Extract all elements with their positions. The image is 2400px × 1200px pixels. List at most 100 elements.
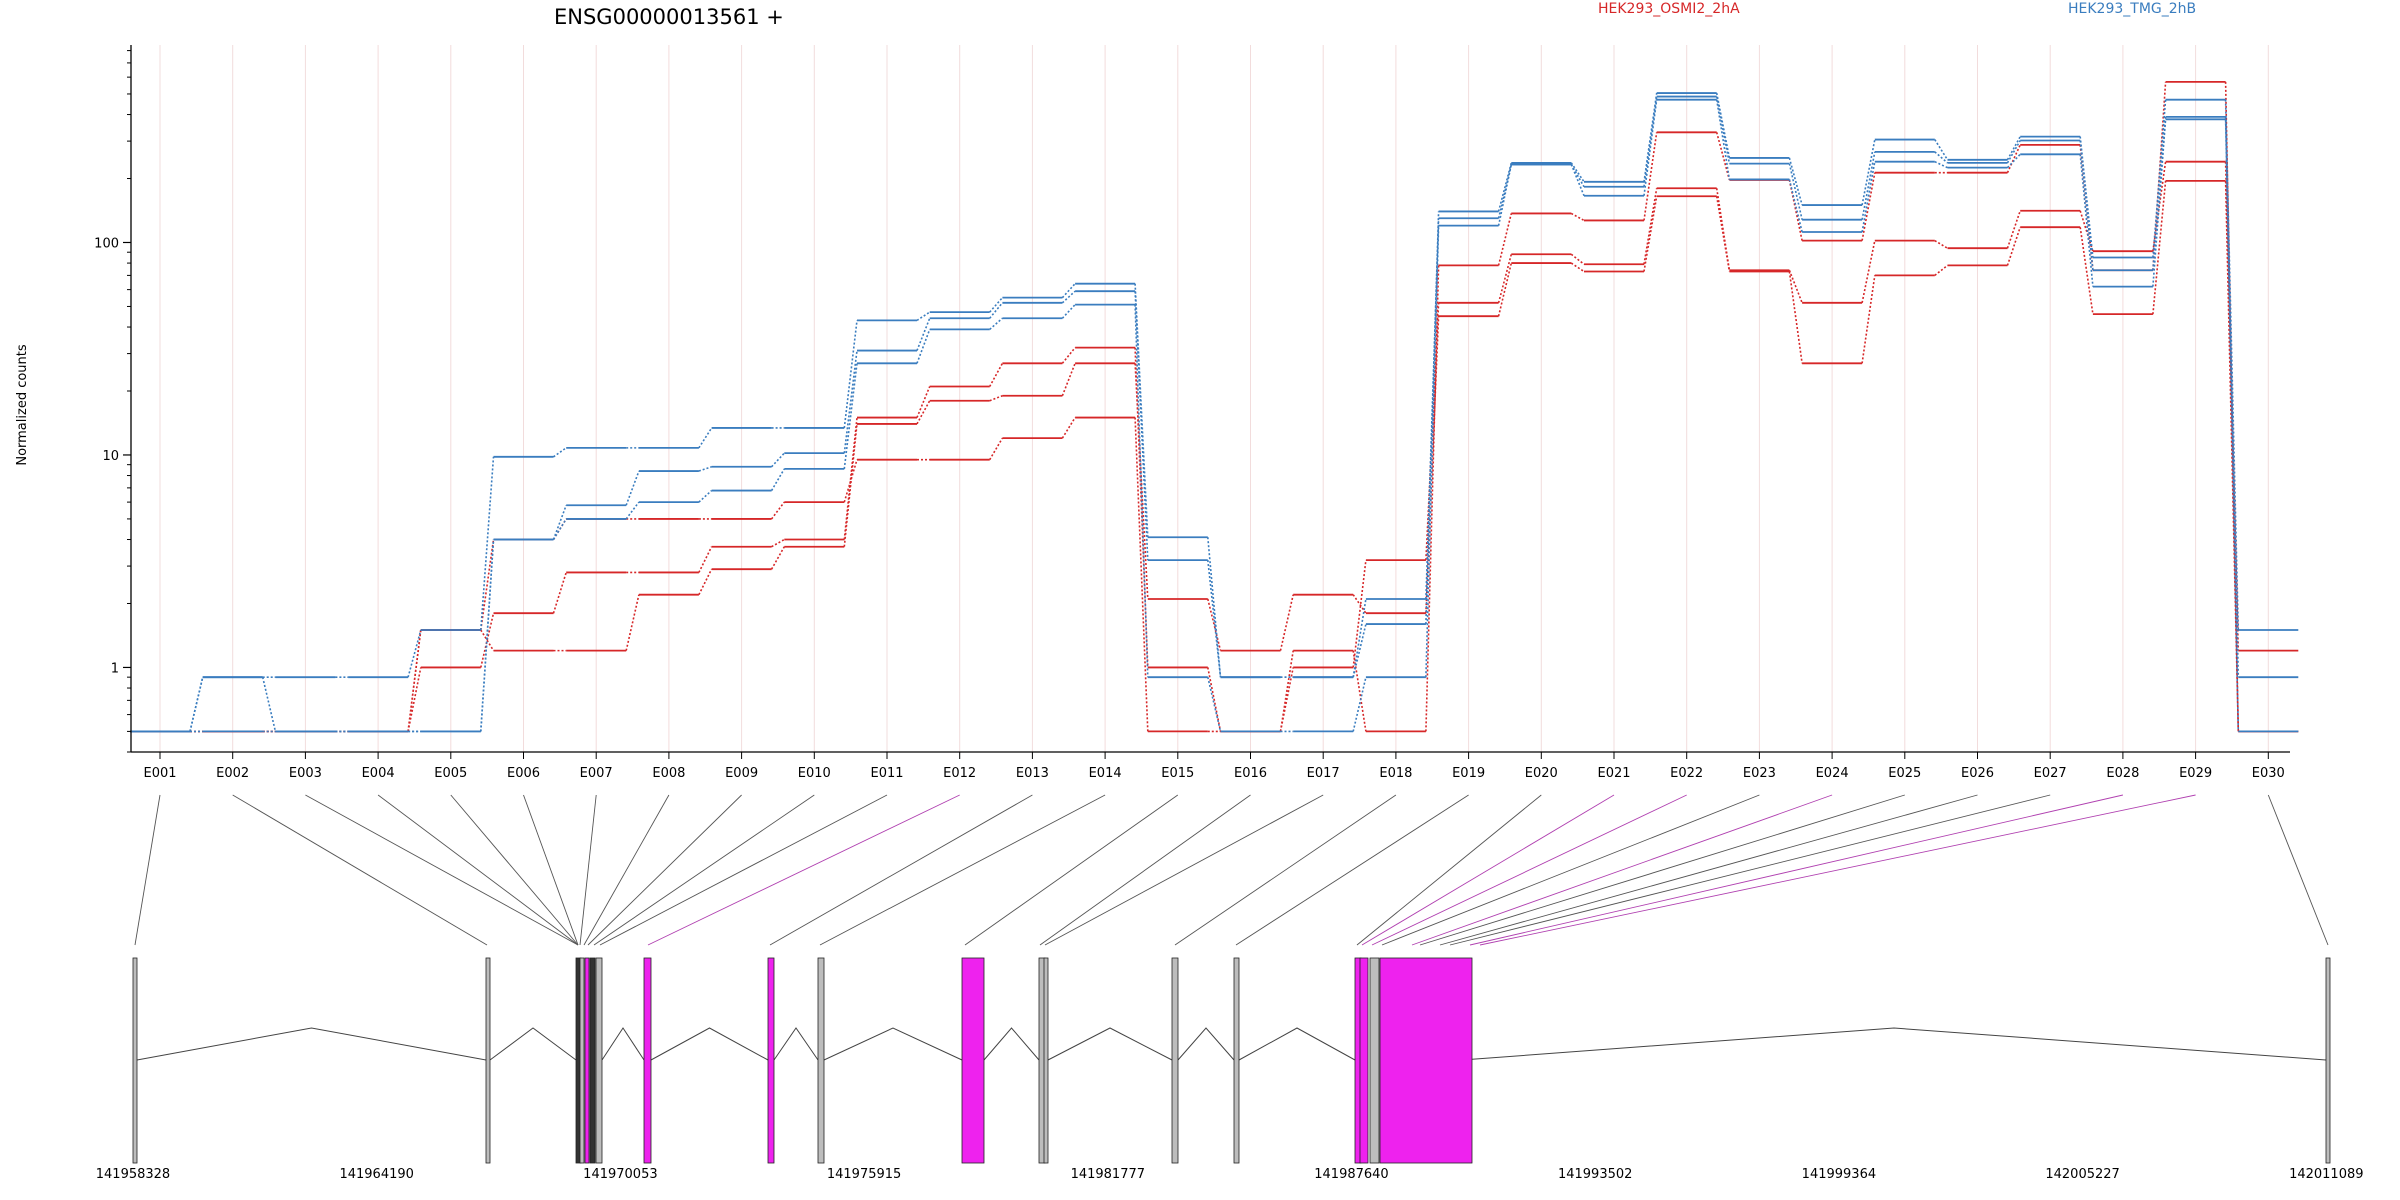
bin-exon-connector [1044,794,1324,946]
exon-connectors [134,794,2329,946]
series-transition [1425,225,1440,678]
genomic-coordinate-label: 141958328 [96,1167,170,1182]
exon-block [584,957,590,1164]
series-transition [480,613,495,668]
chart-title: ENSG00000013561 + [554,5,784,29]
series-transition [1425,265,1440,732]
series-transition [1788,157,1803,206]
bin-exon-connector [819,794,1106,946]
genomic-coordinate-label: 141993502 [1558,1167,1632,1182]
series-transition [1279,594,1294,651]
x-tick-label: E014 [1089,766,1122,781]
series-transition [989,394,1003,402]
series-transition [1279,667,1294,732]
series-transition [1861,275,1876,364]
bin-exon-connector [1235,794,1469,946]
bin-exon-connector [964,794,1179,946]
exon-block [643,957,652,1164]
x-tick-label: E022 [1670,766,1703,781]
series-transition [407,667,422,732]
series-transition [1715,196,1731,272]
series-transition [988,362,1004,387]
series-transition [989,437,1004,461]
series-transition [1788,269,1803,304]
series-transition [1134,417,1149,732]
bin-exon-connector [305,794,579,946]
y-tick-label: 10 [102,449,119,464]
series-transition [1643,96,1658,187]
genomic-coordinate-label: 141964190 [339,1167,413,1182]
x-tick-label: E025 [1888,766,1921,781]
bin-exon-connector [377,794,579,946]
series-transition [1934,264,1948,277]
series-transition [843,459,858,503]
series-transition [1134,291,1149,561]
series-transition [625,501,640,520]
exon-block [1369,957,1380,1164]
bin-exon-connector [1371,794,1687,946]
bin-exon-connector [523,794,579,946]
series-transition [1643,99,1658,196]
exon-block [589,957,596,1164]
exon-block [1379,957,1473,1164]
bin-exon-connector [579,794,597,946]
x-tick-label: E030 [2252,766,2285,781]
series-transition [2006,140,2021,164]
series-transition [1715,96,1731,164]
exon-block [1233,957,1240,1164]
series-transition [1861,240,1876,303]
intron [1177,1027,1235,1061]
x-tick-label: E003 [289,766,322,781]
genomic-coordinate-label: 141987640 [1314,1167,1388,1182]
series-transition [843,423,858,547]
genomic-coordinate-label: 142011089 [2289,1167,2363,1182]
bin-exon-connector [1411,794,1833,946]
genomic-coordinate-label: 141975915 [827,1167,901,1182]
series-transition [1934,151,1949,164]
series-1 [130,179,2299,733]
series-transition [189,676,204,732]
series-transition [1207,598,1222,651]
genomic-coordinate-label: 142005227 [2045,1167,2119,1182]
bin-exon-connector [593,794,815,946]
bin-exon-connector [1449,794,2051,946]
series-5 [130,98,2299,733]
exon-block [2325,957,2331,1164]
bin-exon-connector [587,794,742,946]
exon-block [132,957,138,1164]
series-transition [1352,676,1367,732]
series-transition [1788,163,1803,220]
series-transition [552,518,567,540]
series-transition [1134,304,1149,678]
x-tick-label: E010 [798,766,831,781]
series-transition [1643,196,1658,272]
series-transition [698,568,713,596]
series-transition [771,538,785,548]
genomic-coordinate-label: 141999364 [1802,1167,1876,1182]
series-transition [1934,239,1948,249]
series-transition [1352,650,1367,732]
x-tick-label: E008 [652,766,685,781]
series-transition [1061,363,1076,397]
x-tick-label: E028 [2106,766,2139,781]
series-transition [2006,210,2021,249]
series-transition [1134,363,1149,600]
legend-tmg: HEK293_TMG_2hB [2068,1,2196,17]
series-transition [1570,212,1585,222]
series-transition [1570,262,1585,273]
series-4 [130,95,2299,733]
x-tick-label: E007 [580,766,613,781]
series-transition [625,470,640,506]
series-transition [1279,650,1294,732]
series-transition [480,456,495,631]
intron [650,1027,769,1061]
series-transition [1934,160,1948,169]
series-transition [2152,81,2167,271]
bin-exon-connector [232,794,488,946]
bin-exon-connector [599,794,888,946]
series-transition [916,400,931,425]
series-transition [1861,172,1876,241]
exon-block [1171,957,1179,1164]
exon-block [767,957,775,1164]
bin-exon-connector [1174,794,1397,946]
